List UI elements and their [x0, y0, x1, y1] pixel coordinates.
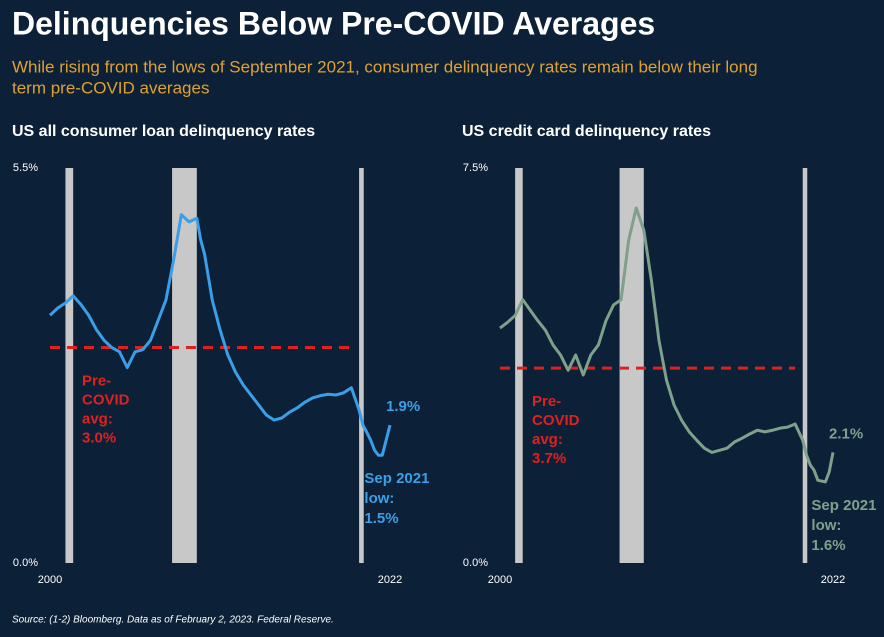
panel-title: US credit card delinquency rates [462, 123, 711, 140]
y-tick-label: 7.5% [463, 162, 488, 174]
low-label: 1.5% [364, 510, 398, 527]
x-tick-label: 2022 [378, 574, 402, 586]
average-label: Pre- [532, 393, 561, 410]
data-line [499, 206, 835, 484]
average-label: COVID [82, 392, 130, 409]
recession-band [515, 168, 523, 563]
recession-band [65, 168, 74, 563]
average-label: 3.7% [532, 450, 566, 467]
subtitle: term pre-COVID averages [12, 78, 209, 97]
x-tick-label: 2000 [488, 574, 512, 586]
x-tick-label: 2000 [38, 574, 62, 586]
recession-band [802, 168, 808, 563]
end-label: 1.9% [386, 398, 420, 415]
low-label: 1.6% [811, 537, 845, 554]
low-label: low: [811, 517, 841, 534]
subtitle: While rising from the lows of September … [12, 57, 758, 76]
panel-title: US all consumer loan delinquency rates [12, 123, 315, 140]
recession-band [359, 168, 364, 563]
y-tick-label: 5.5% [13, 162, 38, 174]
low-label: Sep 2021 [364, 470, 429, 487]
source-note: Source: (1-2) Bloomberg. Data as of Febr… [12, 615, 334, 626]
y-tick-label: 0.0% [463, 557, 488, 569]
average-label: 3.0% [82, 430, 116, 447]
low-label: Sep 2021 [811, 497, 876, 514]
data-line [48, 213, 392, 457]
average-label: avg: [532, 431, 563, 448]
low-label: low: [364, 490, 394, 507]
recession-band [172, 168, 197, 563]
average-label: COVID [532, 412, 580, 429]
page-title: Delinquencies Below Pre-COVID Averages [12, 5, 655, 41]
x-tick-label: 2022 [821, 574, 845, 586]
average-label: Pre- [82, 373, 111, 390]
average-label: avg: [82, 411, 113, 428]
end-label: 2.1% [829, 425, 863, 442]
y-tick-label: 0.0% [13, 557, 38, 569]
